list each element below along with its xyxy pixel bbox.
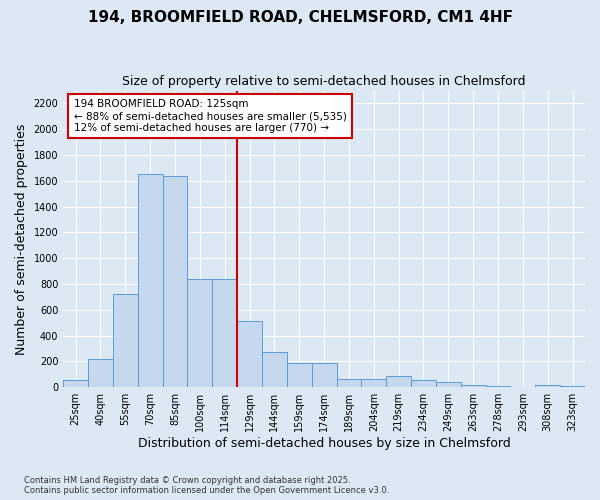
Bar [63,380,88,387]
Bar [113,294,138,387]
Title: Size of property relative to semi-detached houses in Chelmsford: Size of property relative to semi-detach… [122,75,526,88]
Bar [411,380,436,387]
Bar [386,376,411,387]
Bar [212,279,237,387]
Bar [485,386,511,387]
Bar [560,386,585,387]
Bar [237,322,262,387]
Bar [337,379,361,387]
Bar [187,279,212,387]
Bar [535,384,560,387]
Bar [138,174,163,387]
Bar [262,352,287,387]
Text: 194 BROOMFIELD ROAD: 125sqm
← 88% of semi-detached houses are smaller (5,535)
12: 194 BROOMFIELD ROAD: 125sqm ← 88% of sem… [74,100,346,132]
X-axis label: Distribution of semi-detached houses by size in Chelmsford: Distribution of semi-detached houses by … [138,437,511,450]
Bar [461,384,485,387]
Bar [88,359,113,387]
Y-axis label: Number of semi-detached properties: Number of semi-detached properties [15,123,28,354]
Text: Contains HM Land Registry data © Crown copyright and database right 2025.
Contai: Contains HM Land Registry data © Crown c… [24,476,389,495]
Bar [287,364,311,387]
Text: 194, BROOMFIELD ROAD, CHELMSFORD, CM1 4HF: 194, BROOMFIELD ROAD, CHELMSFORD, CM1 4H… [88,10,512,25]
Bar [311,364,337,387]
Bar [436,382,461,387]
Bar [361,379,386,387]
Bar [163,176,187,387]
